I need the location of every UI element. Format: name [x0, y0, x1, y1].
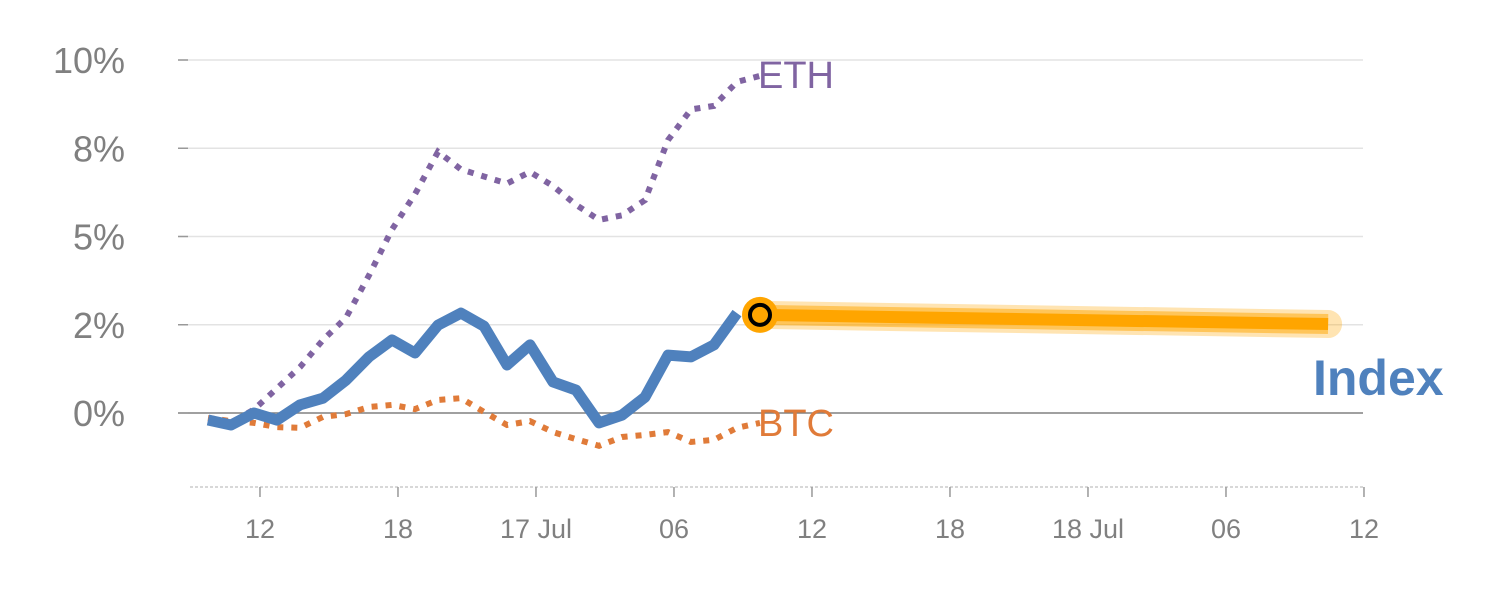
- y-tick-label: 8%: [73, 128, 125, 169]
- series-label-index: Index: [1313, 350, 1444, 406]
- y-tick-label: 0%: [73, 393, 125, 434]
- series-line-eth: [207, 72, 761, 426]
- last-value-marker-ring: [748, 302, 772, 327]
- series-line-btc: [207, 395, 761, 449]
- x-tick-label: 06: [659, 514, 689, 544]
- x-tick-label: 06: [1211, 514, 1241, 544]
- x-tick-label: 12: [797, 514, 827, 544]
- x-tick-label: 18 Jul: [1052, 514, 1124, 544]
- series-line-index: [206, 307, 742, 431]
- series-label-btc: BTC: [758, 403, 834, 445]
- x-tick-label: 12: [245, 514, 275, 544]
- series-label-eth: ETH: [758, 55, 834, 97]
- x-tick-label: 18: [935, 514, 965, 544]
- y-tick-label: 5%: [73, 217, 125, 258]
- x-tick-label: 12: [1349, 514, 1379, 544]
- x-tick-label: 17 Jul: [500, 514, 572, 544]
- x-tick-label: 18: [383, 514, 413, 544]
- y-tick-label: 10%: [53, 40, 125, 81]
- forecast-line: [759, 308, 1329, 331]
- y-tick-label: 2%: [73, 305, 125, 346]
